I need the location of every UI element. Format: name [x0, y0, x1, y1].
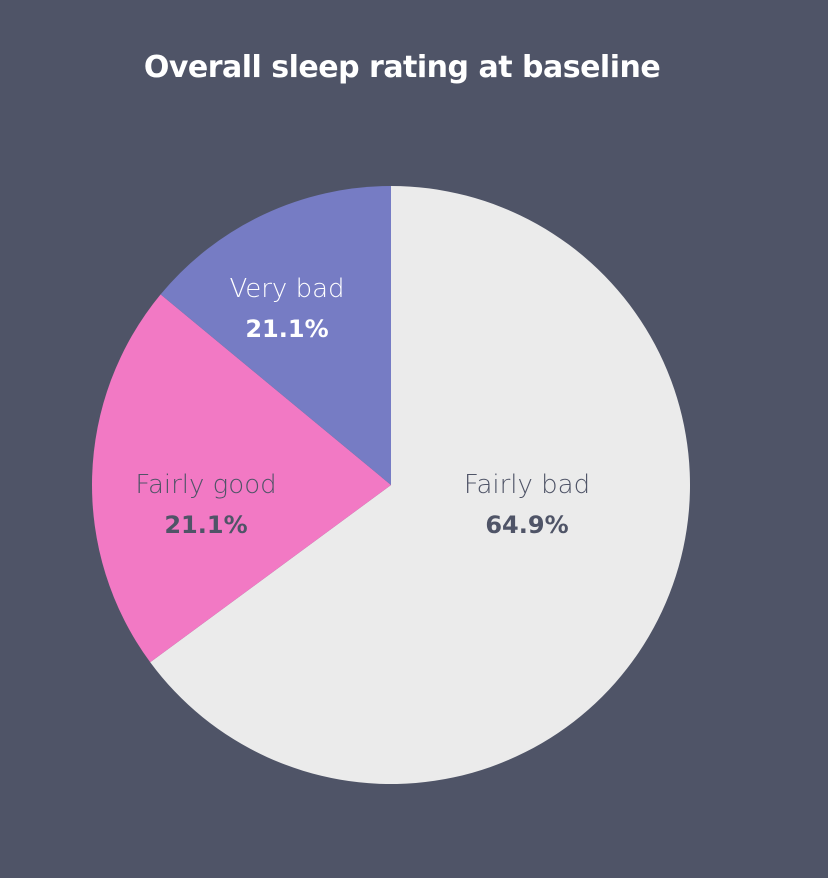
slice-name-label: Fairly good — [135, 470, 276, 500]
slice-value-label: 21.1% — [245, 315, 328, 343]
pie-slice-fairly-bad — [150, 186, 690, 784]
slice-name-label: Fairly bad — [464, 470, 590, 500]
pie-slice-very-bad — [160, 186, 391, 485]
pie-slice-fairly-good — [91, 294, 391, 663]
chart-title: Overall sleep rating at baseline — [143, 50, 661, 85]
slice-name-label: Very bad — [229, 274, 344, 304]
slice-value-label: 64.9% — [485, 511, 568, 539]
slice-value-label: 21.1% — [164, 511, 247, 539]
